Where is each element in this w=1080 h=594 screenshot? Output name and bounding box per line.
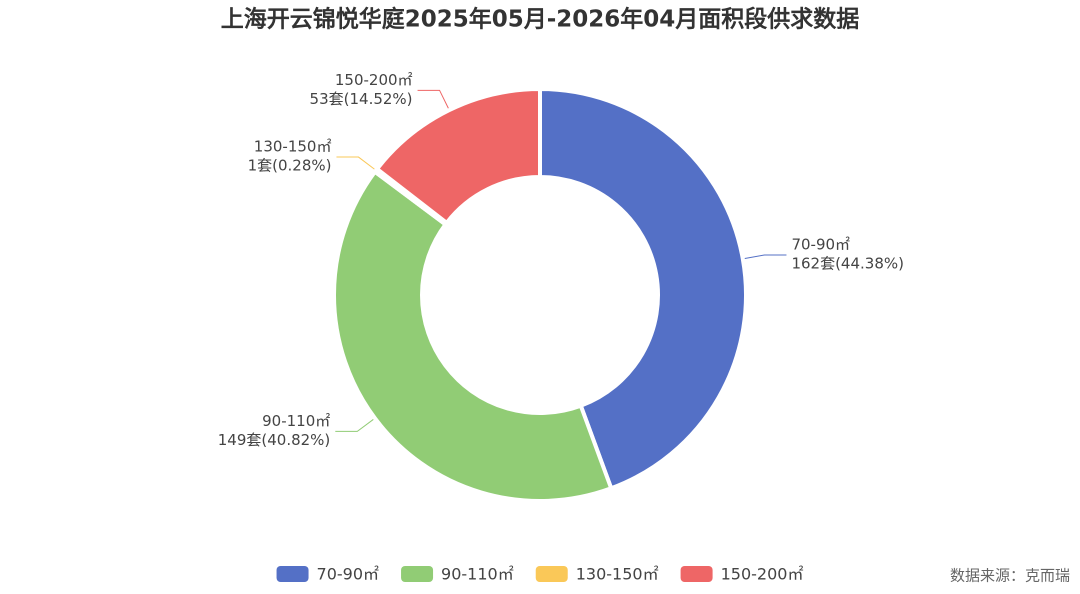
legend-label: 130-150㎡ <box>576 565 659 584</box>
legend-swatch <box>535 566 568 582</box>
slice-value-label: 1套(0.28%) <box>248 157 332 175</box>
label-line <box>335 419 374 432</box>
label-line <box>336 156 375 170</box>
source: 数据来源：克而瑞 <box>950 567 1070 585</box>
legend-swatch <box>680 566 713 582</box>
slice-label: 90-110㎡ <box>262 412 330 430</box>
legend-label: 70-90㎡ <box>317 565 380 584</box>
donut-slice <box>538 87 748 491</box>
slice-value-label: 149套(40.82%) <box>218 431 331 449</box>
legend-label: 150-200㎡ <box>721 565 804 584</box>
legend-swatch <box>276 566 309 582</box>
label-line <box>744 254 787 259</box>
legend-label: 90-110㎡ <box>441 565 514 584</box>
slice-value-label: 162套(44.38%) <box>791 254 904 272</box>
legend-swatch <box>401 566 434 582</box>
donut-slice <box>332 169 614 503</box>
slice-label: 130-150㎡ <box>254 138 332 156</box>
donut-slice <box>375 87 542 225</box>
label-line <box>417 89 449 109</box>
slice-value-label: 53套(14.52%) <box>310 90 413 108</box>
chart-title: 上海开云锦悦华庭2025年05月-2026年04月面积段供求数据 <box>221 6 860 33</box>
slice-label: 150-200㎡ <box>335 71 413 89</box>
slice-label: 70-90㎡ <box>791 235 850 253</box>
